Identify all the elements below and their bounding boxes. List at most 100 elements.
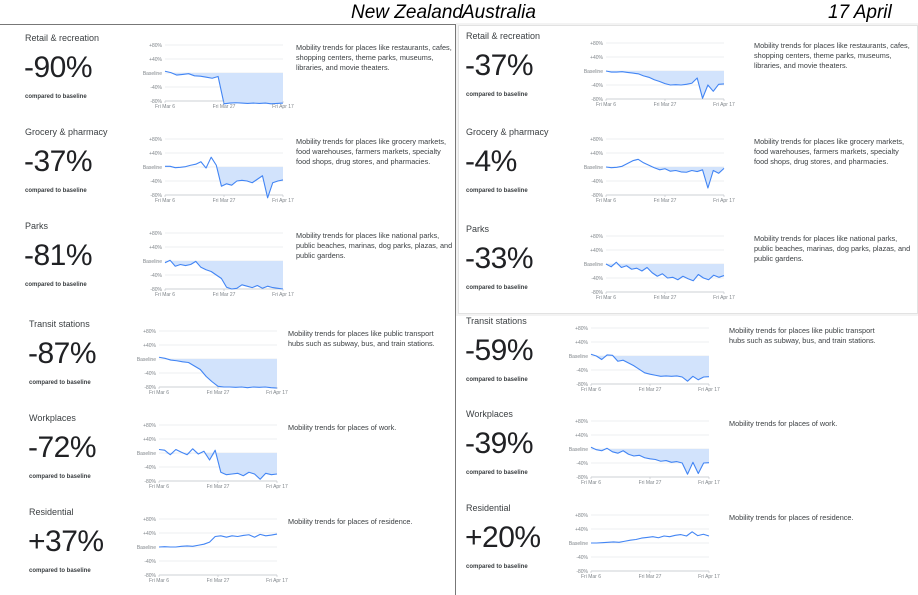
x-tick-label: Fri Apr 17: [713, 295, 735, 301]
change-percent: +20%: [465, 521, 541, 554]
compared-to-baseline-label: compared to baseline: [466, 188, 528, 194]
below-baseline-fill: [591, 356, 709, 382]
category-title: Residential: [466, 503, 511, 513]
y-tick-label: -80%: [576, 569, 588, 575]
y-tick-label: +40%: [149, 57, 162, 63]
x-tick-label: Fri Mar 6: [596, 295, 616, 301]
y-tick-label: +40%: [149, 245, 162, 251]
x-tick-label: Fri Mar 6: [581, 387, 601, 393]
trend-line: [590, 446, 710, 475]
y-tick-label: -40%: [144, 371, 156, 377]
y-tick-label: -40%: [150, 179, 162, 185]
y-tick-label: -80%: [150, 193, 162, 199]
y-tick-label: Baseline: [584, 69, 603, 75]
y-tick-label: Baseline: [584, 262, 603, 268]
x-tick-label: Fri Mar 27: [207, 390, 230, 396]
below-baseline-fill: [606, 71, 724, 99]
x-tick-label: Fri Mar 27: [654, 102, 677, 108]
y-tick-label: +80%: [143, 329, 156, 335]
mobility-trend-chart: +80% +40% Baseline -40% -80%Fri Mar 6 Fri Mar…: [137, 423, 288, 490]
below-baseline-fill: [165, 73, 283, 104]
mobility-trend-chart: +80% +40% Baseline -40% -80%Fri Mar 6 Fri Mar…: [584, 41, 735, 108]
y-tick-label: Baseline: [569, 354, 588, 360]
x-tick-label: Fri Mar 27: [213, 198, 236, 204]
y-tick-label: -40%: [576, 555, 588, 561]
compared-to-baseline-label: compared to baseline: [466, 285, 528, 291]
y-tick-label: -40%: [576, 368, 588, 374]
header-divider: [0, 24, 918, 25]
y-tick-label: -80%: [591, 290, 603, 296]
y-tick-label: Baseline: [569, 447, 588, 453]
below-baseline-fill: [159, 453, 277, 480]
y-tick-label: +80%: [590, 41, 603, 47]
change-percent: -87%: [28, 337, 97, 370]
mobility-trend-chart: +80% +40% Baseline -40% -80%Fri Mar 6 Fri Mar…: [143, 231, 294, 298]
trend-line: [164, 259, 284, 290]
y-tick-label: +40%: [590, 248, 603, 254]
y-tick-label: +40%: [143, 531, 156, 537]
x-tick-label: Fri Mar 27: [639, 574, 662, 580]
y-tick-label: Baseline: [137, 451, 156, 457]
x-tick-label: Fri Apr 17: [272, 104, 294, 110]
y-tick-label: +40%: [575, 340, 588, 346]
y-tick-label: -80%: [576, 382, 588, 388]
y-tick-label: -80%: [591, 193, 603, 199]
trend-line: [605, 70, 725, 99]
change-percent: -4%: [465, 145, 517, 178]
y-tick-label: -40%: [591, 179, 603, 185]
y-tick-label: Baseline: [584, 165, 603, 171]
category-description: Mobility trends for places like grocery …: [296, 137, 447, 166]
x-tick-label: Fri Mar 27: [654, 198, 677, 204]
compared-to-baseline-label: compared to baseline: [466, 377, 528, 383]
y-tick-label: +40%: [149, 151, 162, 157]
y-tick-label: -40%: [591, 276, 603, 282]
y-tick-label: -80%: [144, 385, 156, 391]
x-tick-label: Fri Mar 6: [581, 574, 601, 580]
y-tick-label: Baseline: [143, 165, 162, 171]
x-tick-label: Fri Mar 6: [596, 198, 616, 204]
y-tick-label: +80%: [575, 419, 588, 425]
y-tick-label: -80%: [150, 287, 162, 293]
x-tick-label: Fri Mar 27: [213, 292, 236, 298]
x-tick-label: Fri Apr 17: [713, 198, 735, 204]
x-tick-label: Fri Mar 6: [149, 484, 169, 490]
y-tick-label: -40%: [591, 83, 603, 89]
category-description: Mobility trends for places like national…: [754, 234, 911, 263]
y-tick-label: -40%: [150, 273, 162, 279]
change-percent: -81%: [24, 239, 93, 272]
below-baseline-fill: [606, 167, 724, 188]
mobility-trend-chart: +80% +40% Baseline -40% -80%Fri Mar 6 Fri Mar…: [584, 137, 735, 204]
x-tick-label: Fri Apr 17: [266, 390, 288, 396]
compared-to-baseline-label: compared to baseline: [466, 564, 528, 570]
change-percent: -39%: [465, 427, 534, 460]
date-heading: 17 April: [828, 2, 892, 23]
mobility-trend-chart: +80% +40% Baseline -40% -80%Fri Mar 6 Fri Mar…: [137, 329, 288, 396]
y-tick-label: -80%: [576, 475, 588, 481]
country-divider: [455, 24, 456, 595]
category-description: Mobility trends for places like national…: [296, 231, 453, 260]
below-baseline-fill: [165, 167, 283, 198]
y-tick-label: -40%: [576, 461, 588, 467]
category-title: Workplaces: [29, 413, 76, 423]
mobility-trend-chart: +80% +40% Baseline -40% -80%Fri Mar 6 Fri Mar…: [569, 326, 720, 393]
trend-line: [158, 533, 278, 548]
trend-line: [605, 261, 725, 282]
y-tick-label: +40%: [143, 437, 156, 443]
y-tick-label: +80%: [149, 137, 162, 143]
y-tick-label: -80%: [144, 479, 156, 485]
compared-to-baseline-label: compared to baseline: [466, 92, 528, 98]
x-tick-label: Fri Mar 27: [639, 480, 662, 486]
category-title: Grocery & pharmacy: [25, 127, 108, 137]
y-tick-label: +40%: [575, 527, 588, 533]
y-tick-label: +40%: [575, 433, 588, 439]
y-tick-label: +40%: [590, 55, 603, 61]
category-title: Parks: [466, 224, 490, 234]
x-tick-label: Fri Apr 17: [698, 387, 720, 393]
category-title: Transit stations: [29, 319, 90, 329]
y-tick-label: Baseline: [143, 259, 162, 265]
y-tick-label: -40%: [144, 559, 156, 565]
x-tick-label: Fri Apr 17: [272, 292, 294, 298]
mobility-trend-chart: +80% +40% Baseline -40% -80%Fri Mar 6 Fri Mar…: [569, 513, 720, 580]
change-percent: -59%: [465, 334, 534, 367]
y-tick-label: +80%: [575, 513, 588, 519]
